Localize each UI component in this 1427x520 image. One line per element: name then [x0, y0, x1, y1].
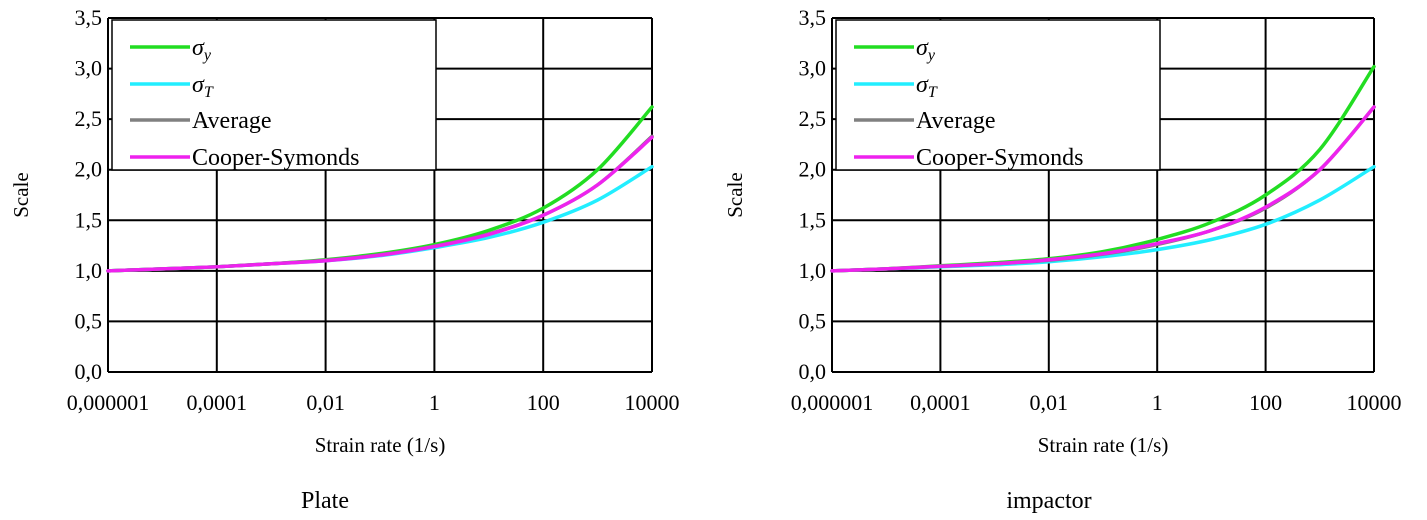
legend-box [835, 19, 1161, 171]
y-tick-label: 0,5 [75, 308, 103, 333]
y-tick-label: 1,0 [799, 258, 827, 283]
series-line [830, 105, 1376, 273]
legend-label: σy [192, 35, 212, 64]
legend-label: Cooper-Symonds [192, 145, 360, 171]
x-tick-label: 0,01 [306, 390, 345, 415]
chart-caption: impactor [1006, 488, 1092, 514]
x-axis-label: Strain rate (1/s) [1038, 433, 1169, 457]
x-tick-label: 1 [429, 390, 440, 415]
chart-plate-plot: 0,0 0,5 1,0 1,5 2,0 2,5 3,0 3,5 0,000001 0,0001 0,… [9, 5, 680, 457]
chart-impactor-plot: 0,0 0,5 1,0 1,5 2,0 2,5 3,0 3,5 0,000001 0,0001 0,… [723, 5, 1402, 457]
x-tick-label: 10000 [625, 390, 680, 415]
chart-plate: 0,0 0,5 1,0 1,5 2,0 2,5 3,0 3,5 0,000001 0,0001 0,… [9, 5, 680, 514]
legend: σy σT Average Cooper-Symonds [835, 19, 1161, 171]
y-tick-label: 0,0 [799, 359, 827, 384]
x-tick-label: 0,0001 [910, 390, 971, 415]
x-tick-label: 100 [527, 390, 560, 415]
x-tick-label: 10000 [1347, 390, 1402, 415]
y-tick-label: 3,5 [75, 5, 103, 30]
y-tick-label: 2,5 [75, 106, 103, 131]
y-tick-label: 3,5 [799, 5, 827, 30]
y-axis-label: Scale [9, 172, 33, 217]
y-tick-label: 2,5 [799, 106, 827, 131]
legend-label: Average [916, 108, 996, 134]
y-tick-label: 1,0 [75, 258, 103, 283]
y-tick-label: 3,0 [75, 56, 103, 81]
legend-label: Cooper-Symonds [916, 145, 1084, 171]
y-axis-label: Scale [723, 172, 747, 217]
legend-label: σT [192, 72, 214, 101]
legend-label: Average [192, 108, 272, 134]
legend-label: σy [916, 35, 936, 64]
y-tick-label: 0,0 [75, 359, 103, 384]
x-axis-label: Strain rate (1/s) [315, 433, 446, 457]
chart-impactor: 0,0 0,5 1,0 1,5 2,0 2,5 3,0 3,5 0,000001 0,0001 0,… [714, 0, 1427, 520]
y-tick-label: 3,0 [799, 56, 827, 81]
x-tick-label: 0,000001 [67, 390, 150, 415]
legend-box [111, 19, 437, 171]
y-tick-label: 2,0 [799, 157, 827, 182]
x-tick-label: 1 [1152, 390, 1163, 415]
x-tick-label: 0,0001 [187, 390, 248, 415]
y-tick-label: 1,5 [799, 207, 827, 232]
y-tick-label: 1,5 [75, 207, 103, 232]
y-tick-label: 2,0 [75, 157, 103, 182]
series-line [106, 135, 654, 273]
x-tick-label: 0,000001 [791, 390, 874, 415]
y-tick-label: 0,5 [799, 308, 827, 333]
legend: σy σT Average Cooper-Symonds [111, 19, 437, 171]
x-tick-label: 0,01 [1030, 390, 1069, 415]
chart-caption: Plate [301, 488, 349, 514]
legend-label: σT [916, 72, 938, 101]
x-tick-label: 100 [1249, 390, 1282, 415]
